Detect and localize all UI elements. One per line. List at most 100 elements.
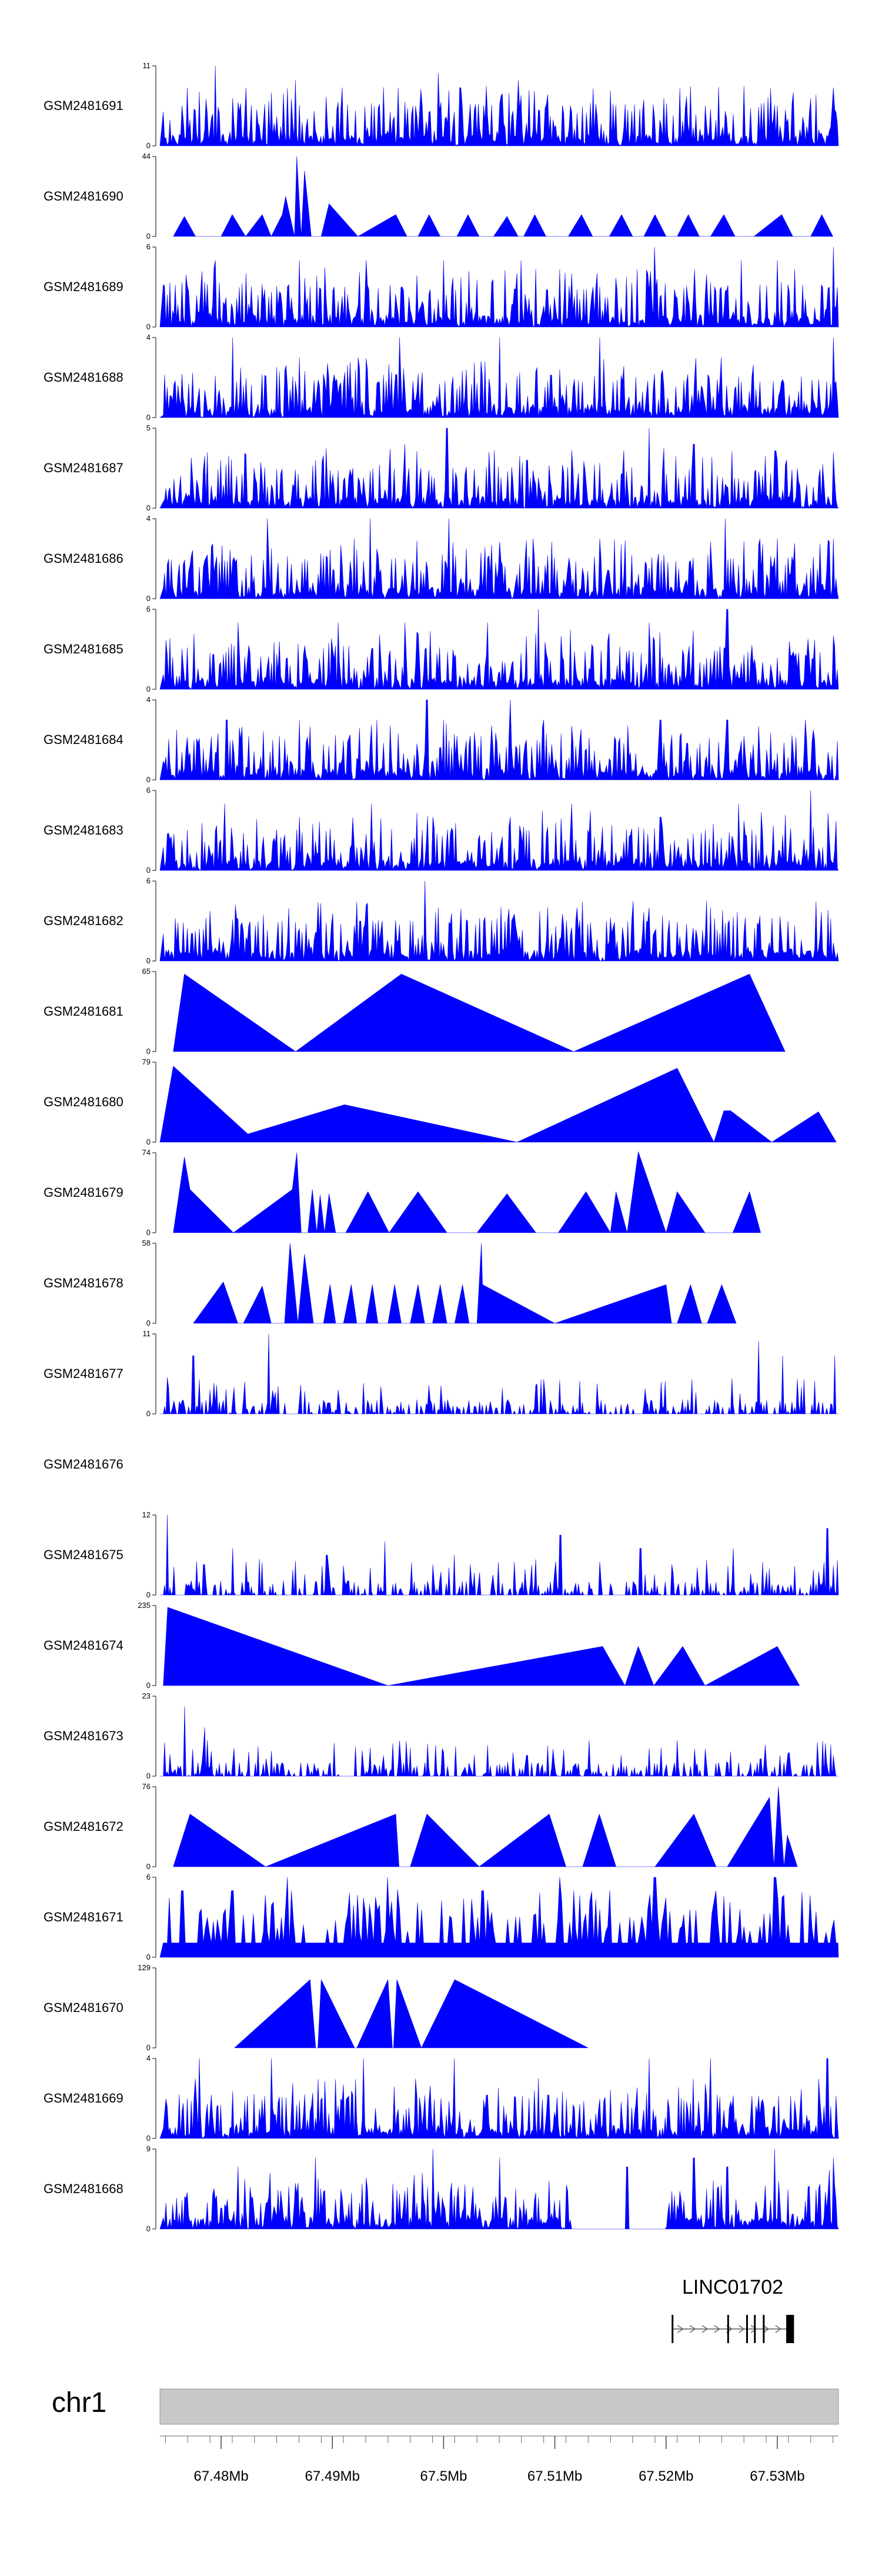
y-max-label: 79 bbox=[142, 1057, 151, 1066]
y-min-label: 0 bbox=[146, 1137, 151, 1146]
y-min-label: 0 bbox=[146, 2224, 151, 2233]
y-min-label: 0 bbox=[146, 232, 151, 241]
x-tick-label: 67.52Mb bbox=[639, 2468, 693, 2484]
coverage-track: 11 0 bbox=[143, 1329, 839, 1418]
y-max-label: 74 bbox=[142, 1148, 151, 1157]
coverage-track: 90 bbox=[146, 2144, 839, 2233]
coverage-area bbox=[159, 2058, 839, 2139]
y-min-label: 0 bbox=[146, 413, 151, 422]
y-max-label: 58 bbox=[142, 1239, 151, 1247]
coverage-area bbox=[234, 1979, 589, 2048]
gene-model-track bbox=[671, 2315, 794, 2343]
coverage-track: 60 bbox=[146, 605, 839, 693]
y-max-label: 6 bbox=[146, 1873, 151, 1881]
y-min-label: 0 bbox=[146, 2043, 151, 2052]
track-label: GSM2481670 bbox=[44, 2000, 123, 2015]
track-label: GSM2481683 bbox=[44, 823, 123, 837]
track-label: GSM2481687 bbox=[44, 461, 123, 475]
coverage-area bbox=[159, 1066, 837, 1143]
coverage-track: 65 0 bbox=[142, 967, 786, 1056]
gene-exon bbox=[727, 2315, 729, 2343]
y-min-label: 0 bbox=[146, 1047, 151, 1056]
x-tick-label: 67.51Mb bbox=[527, 2468, 582, 2484]
y-min-label: 0 bbox=[146, 1228, 151, 1237]
coverage-area bbox=[193, 1243, 737, 1324]
chromosome-label: chr1 bbox=[52, 2387, 107, 2418]
coverage-area bbox=[159, 337, 839, 418]
strand-arrow-icon bbox=[775, 2325, 782, 2333]
strand-arrow-icon bbox=[701, 2325, 709, 2333]
y-max-label: 6 bbox=[146, 605, 151, 613]
coverage-track: 235 0 bbox=[138, 1601, 800, 1690]
track-label: GSM2481672 bbox=[44, 1819, 123, 1834]
strand-arrow-icon bbox=[689, 2325, 696, 2333]
coverage-area bbox=[159, 1514, 839, 1596]
coverage-area bbox=[159, 246, 839, 328]
coverage-track: 58 0 bbox=[142, 1239, 737, 1327]
coverage-area bbox=[159, 2148, 839, 2230]
coverage-area bbox=[163, 1607, 800, 1686]
y-max-label: 6 bbox=[146, 242, 151, 251]
track-label: GSM2481684 bbox=[44, 732, 123, 747]
track-label: GSM2481669 bbox=[44, 2091, 123, 2105]
y-min-label: 0 bbox=[146, 1681, 151, 1690]
y-min-label: 0 bbox=[146, 1953, 151, 1961]
track-label: GSM2481676 bbox=[44, 1457, 123, 1471]
coverage-track: 60 bbox=[146, 786, 839, 875]
y-min-label: 0 bbox=[146, 503, 151, 512]
gene-name-label: LINC01702 bbox=[682, 2276, 784, 2298]
coverage-track: 60 bbox=[146, 242, 839, 331]
coverage-area bbox=[159, 518, 839, 599]
y-min-label: 0 bbox=[146, 866, 151, 875]
strand-arrow-icon bbox=[763, 2325, 770, 2333]
track-label: GSM2481688 bbox=[44, 370, 123, 385]
coverage-track: 129 0 bbox=[138, 1963, 589, 2052]
y-min-label: 0 bbox=[146, 141, 151, 150]
coverage-area bbox=[159, 609, 839, 690]
track-label: GSM2481675 bbox=[44, 1547, 123, 1562]
coverage-area bbox=[159, 790, 839, 871]
y-max-label: 9 bbox=[146, 2144, 151, 2153]
track-label: GSM2481679 bbox=[44, 1185, 123, 1200]
coverage-track: 79 0 bbox=[142, 1057, 837, 1146]
coverage-track: 40 bbox=[146, 333, 839, 422]
coverage-track: 40 bbox=[146, 695, 839, 784]
chromosome-ideogram bbox=[159, 2388, 839, 2425]
coverage-track: 60 bbox=[146, 876, 839, 965]
strand-arrow-icon bbox=[738, 2325, 745, 2333]
coverage-track: 40 bbox=[146, 514, 839, 603]
y-max-label: 4 bbox=[146, 514, 151, 523]
y-max-label: 11 bbox=[143, 61, 151, 70]
coverage-area bbox=[159, 428, 839, 509]
track-label: GSM2481681 bbox=[44, 1004, 123, 1019]
coverage-track: 11 0 bbox=[143, 61, 839, 150]
y-min-label: 0 bbox=[146, 594, 151, 603]
y-max-label: 4 bbox=[146, 2054, 151, 2063]
track-label: GSM2481691 bbox=[44, 98, 123, 113]
y-max-label: 4 bbox=[146, 695, 151, 704]
genome-axis: 67.48Mb 67.49Mb 67.5Mb 67.51Mb 67.52Mb 67.53M… bbox=[159, 2388, 839, 2484]
coverage-area bbox=[159, 1877, 839, 1958]
coverage-track: 44 0 bbox=[142, 152, 833, 241]
track-label: GSM2481690 bbox=[44, 189, 123, 203]
strand-arrow-icon bbox=[714, 2325, 721, 2333]
y-min-label: 0 bbox=[146, 1771, 151, 1780]
y-max-label: 235 bbox=[138, 1601, 151, 1610]
track-label: GSM2481674 bbox=[44, 1638, 123, 1653]
x-tick-label: 67.48Mb bbox=[193, 2468, 248, 2484]
strand-arrow-icon bbox=[677, 2325, 684, 2333]
x-tick-label: 67.49Mb bbox=[305, 2468, 360, 2484]
coverage-track: 12 0 bbox=[142, 1510, 839, 1599]
y-min-label: 0 bbox=[146, 1319, 151, 1327]
coverage-area bbox=[159, 1333, 839, 1414]
y-min-label: 0 bbox=[146, 685, 151, 693]
coverage-track: 40 bbox=[146, 2054, 839, 2143]
strand-arrow-icon bbox=[750, 2325, 757, 2333]
y-min-label: 0 bbox=[146, 2134, 151, 2143]
y-max-label: 6 bbox=[146, 876, 151, 885]
y-max-label: 5 bbox=[146, 423, 151, 432]
coverage-area bbox=[173, 1786, 798, 1867]
y-max-label: 23 bbox=[142, 1691, 151, 1700]
y-max-label: 65 bbox=[142, 967, 151, 976]
